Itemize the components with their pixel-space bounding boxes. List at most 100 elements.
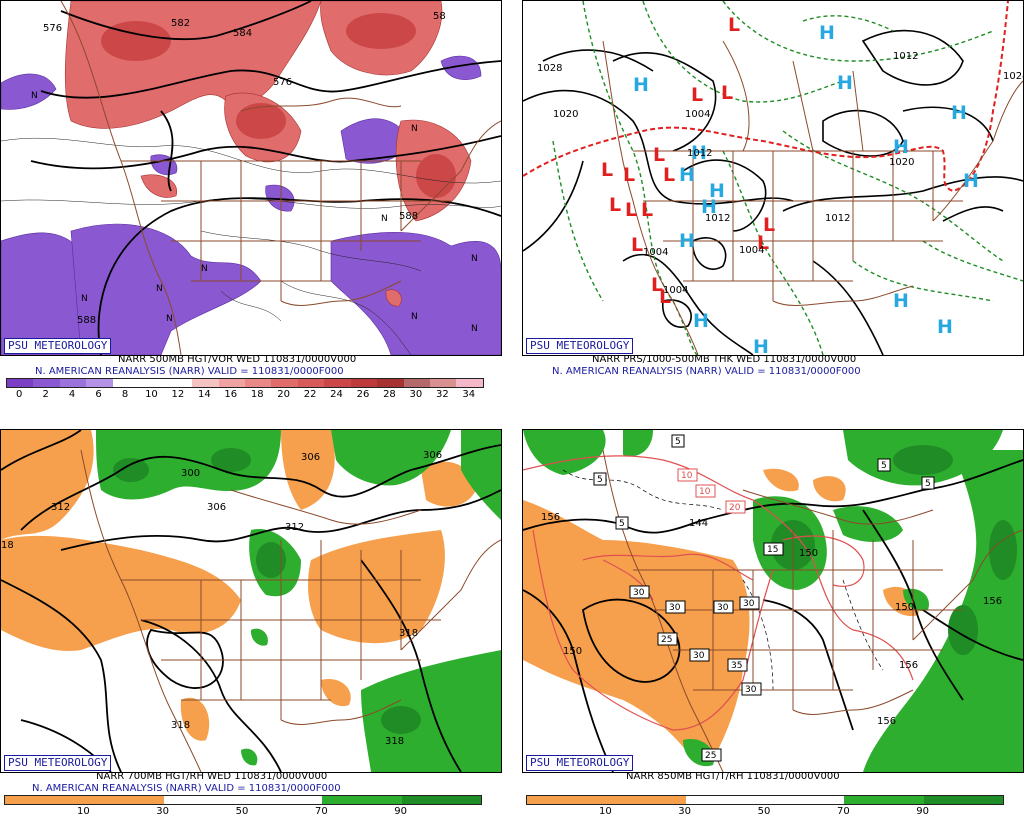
high-marker: H bbox=[893, 136, 909, 158]
temperature-box-label: 30 bbox=[633, 588, 645, 598]
colorbar-ticks: 10 30 50 70 90 bbox=[526, 806, 1002, 818]
brand-label: PSU METEOROLOGY bbox=[526, 338, 634, 354]
colorbar-tick-label: 10 bbox=[76, 806, 90, 817]
colorbar-tick-label: 32 bbox=[435, 389, 449, 400]
contour-label: 156 bbox=[541, 512, 560, 523]
colorbar-swatch bbox=[350, 379, 378, 387]
temperature-box bbox=[629, 585, 650, 599]
colorbar-ticks: 0 2 4 6 8 10 12 14 16 18 20 22 24 26 28 30 32 34 bbox=[6, 389, 482, 401]
contour-label: 144 bbox=[689, 518, 708, 529]
colorbar-swatch bbox=[7, 379, 34, 387]
temperature-box bbox=[741, 682, 762, 696]
temperature-box bbox=[657, 632, 678, 646]
contour-labels: 576 582 584 576 58 588 588 bbox=[43, 11, 446, 326]
high-marker: H bbox=[837, 72, 853, 94]
colorbar-swatch bbox=[112, 379, 140, 387]
high-marker: H bbox=[691, 142, 707, 164]
isobar-label: 1028 bbox=[537, 63, 562, 74]
svg-text:N: N bbox=[31, 91, 38, 101]
height-contours bbox=[30, 1, 501, 355]
map-700mb: 306 312 300 306 312 306 318 18 318 318 bbox=[0, 429, 502, 773]
colorbar-swatch bbox=[163, 796, 243, 804]
colorbar-tick-label: 14 bbox=[197, 389, 211, 400]
high-marker: H bbox=[937, 316, 953, 338]
colorbar-swatch bbox=[165, 379, 193, 387]
high-marker: H bbox=[679, 230, 695, 252]
isobar-label: 1020 bbox=[553, 109, 578, 120]
colorbar-tick-label: 18 bbox=[250, 389, 264, 400]
temperature-box bbox=[921, 476, 935, 490]
high-marker: H bbox=[893, 290, 909, 312]
political-boundaries bbox=[60, 1, 501, 355]
low-marker: L bbox=[601, 159, 613, 181]
colorbar-tick-label: 28 bbox=[383, 389, 396, 400]
colorbar-swatch bbox=[377, 379, 404, 387]
contour-label: 150 bbox=[895, 602, 914, 613]
very-moist-areas bbox=[113, 448, 421, 734]
high-marker: H bbox=[819, 22, 835, 44]
positive-vorticity-areas bbox=[64, 1, 472, 307]
chart-title-line1: NARR 500MB HGT/VOR WED 110831/0000V000 bbox=[118, 354, 357, 365]
temperature-box bbox=[689, 648, 710, 662]
colorbar-tick-label: 16 bbox=[224, 389, 238, 400]
colorbar-tick-label: 26 bbox=[356, 389, 370, 400]
contour-label: 58 bbox=[433, 11, 446, 22]
contour-label: 306 bbox=[207, 502, 226, 513]
colorbar-swatch bbox=[923, 796, 1003, 804]
low-marker: L bbox=[641, 199, 653, 221]
panel-mslp-thickness: L L L L L L L L L L L L L L L H H H H H bbox=[522, 0, 1024, 402]
temperature-box bbox=[877, 458, 891, 472]
high-marker: H bbox=[709, 180, 725, 202]
temperature-box-label: 30 bbox=[669, 603, 681, 613]
contour-label: 576 bbox=[43, 23, 62, 34]
colorbar-swatch bbox=[297, 379, 325, 387]
colorbar-swatch bbox=[685, 796, 765, 804]
low-marker: L bbox=[721, 82, 733, 104]
brand-label: PSU METEOROLOGY bbox=[4, 755, 112, 771]
colorbar-swatch bbox=[86, 379, 113, 387]
contour-label: 300 bbox=[181, 468, 200, 479]
low-marker: L bbox=[653, 144, 665, 166]
contour-label: 312 bbox=[51, 502, 70, 513]
isobar-label: 1004 bbox=[739, 245, 764, 256]
chart-title-line1: NARR PRS/1000-500MB THK WED 110831/0000V… bbox=[592, 354, 857, 365]
svg-text:N: N bbox=[81, 294, 88, 304]
low-marker: L bbox=[663, 164, 675, 186]
colorbar-swatch bbox=[139, 379, 166, 387]
colorbar-tick-label: 50 bbox=[235, 806, 249, 817]
isobar-label: 1004 bbox=[643, 247, 668, 258]
svg-text:N: N bbox=[156, 284, 163, 294]
temperature-box-label: 30 bbox=[745, 685, 757, 695]
temperature-box-label: 5 bbox=[675, 437, 681, 447]
colorbar-swatch bbox=[33, 379, 60, 387]
colorbar-tick-label: 30 bbox=[156, 806, 170, 817]
svg-text:N: N bbox=[381, 214, 388, 224]
strong-vorticity-cores bbox=[101, 13, 456, 198]
map-mslp: L L L L L L L L L L L L L L L H H H H H bbox=[522, 0, 1024, 356]
colorbar-swatch bbox=[430, 379, 457, 387]
colorbar-tick-label: 10 bbox=[145, 389, 158, 400]
high-marker: H bbox=[701, 196, 717, 218]
colorbar-swatch bbox=[844, 796, 924, 804]
temperature-box-label: 5 bbox=[619, 519, 625, 529]
contour-label: 576 bbox=[273, 77, 292, 88]
colorbar-swatch bbox=[218, 379, 245, 387]
dry-areas bbox=[1, 430, 476, 741]
low-marker: L bbox=[625, 199, 637, 221]
map-850mb-svg: 156 150 144 150 156 156 156 150 5 5 5 5 15 30… bbox=[523, 430, 1023, 772]
low-marker: L bbox=[659, 286, 671, 308]
contour-label: 306 bbox=[301, 452, 320, 463]
temperature-box bbox=[615, 516, 629, 530]
colorbar-tick-label: 4 bbox=[68, 389, 76, 400]
colorbar-swatch bbox=[322, 796, 402, 804]
contour-label: 318 bbox=[171, 720, 190, 731]
low-marker: L bbox=[609, 194, 621, 216]
colorbar-tick-label: 22 bbox=[303, 389, 317, 400]
high-marker: H bbox=[679, 164, 695, 186]
temperature-box-label: 30 bbox=[743, 599, 755, 609]
colorbar-tick-label: 90 bbox=[394, 806, 408, 817]
colorbar-swatch bbox=[59, 379, 87, 387]
temperature-dashed bbox=[562, 469, 884, 691]
colorbar-tick-label: 20 bbox=[277, 389, 291, 400]
map-700mb-svg: 306 312 300 306 312 306 318 18 318 318 bbox=[1, 430, 501, 772]
